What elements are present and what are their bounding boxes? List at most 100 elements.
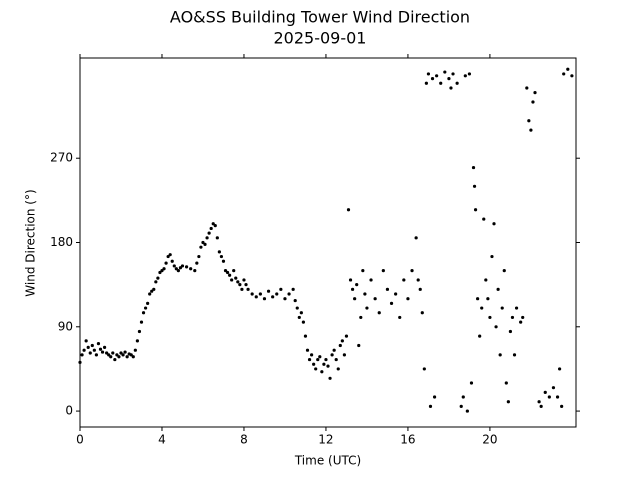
data-point <box>211 222 215 226</box>
data-point <box>162 267 166 271</box>
data-point <box>299 311 303 315</box>
data-point <box>406 297 410 301</box>
data-point <box>184 265 189 269</box>
data-point <box>359 315 363 320</box>
data-point <box>215 236 219 240</box>
data-point <box>334 357 338 362</box>
data-point <box>238 283 242 287</box>
data-point <box>510 315 515 320</box>
data-point <box>432 395 437 399</box>
data-point <box>472 184 477 188</box>
data-point <box>176 268 180 273</box>
data-point <box>330 353 334 357</box>
data-point <box>512 353 517 357</box>
data-point <box>320 370 324 374</box>
data-point <box>203 242 207 246</box>
data-point <box>365 306 369 310</box>
data-point <box>105 351 109 355</box>
data-point <box>209 226 213 231</box>
data-point <box>258 292 262 296</box>
data-point <box>133 348 137 352</box>
data-point <box>394 292 398 296</box>
data-point <box>525 86 529 90</box>
data-point <box>381 268 385 273</box>
data-point <box>262 297 267 301</box>
data-point <box>287 292 291 296</box>
data-point <box>353 297 357 301</box>
data-point <box>166 254 170 259</box>
data-point <box>508 329 513 334</box>
data-point <box>158 270 162 275</box>
data-point <box>519 320 523 324</box>
data-point <box>324 357 328 362</box>
data-point <box>82 348 86 352</box>
x-tick-label: 20 <box>482 433 497 447</box>
data-point <box>531 100 535 104</box>
data-point <box>139 320 144 324</box>
data-point <box>355 283 359 287</box>
data-point <box>100 350 105 354</box>
data-point <box>547 395 551 399</box>
data-point <box>88 351 92 355</box>
data-point <box>443 70 447 74</box>
data-point <box>416 278 420 282</box>
data-point <box>328 376 332 380</box>
data-point <box>86 345 90 349</box>
data-point <box>123 350 127 354</box>
data-point <box>422 367 426 371</box>
data-point <box>430 77 435 81</box>
data-point <box>307 357 312 362</box>
data-point <box>305 348 310 352</box>
data-point <box>369 278 373 282</box>
data-point <box>566 67 570 71</box>
y-tick-label: 90 <box>58 319 73 333</box>
data-point <box>148 292 152 296</box>
data-point <box>199 245 203 249</box>
data-point <box>283 297 287 301</box>
data-point <box>322 362 326 366</box>
data-point <box>312 362 316 366</box>
data-point <box>318 355 322 359</box>
data-point <box>301 320 306 324</box>
data-point <box>150 289 154 293</box>
data-point <box>533 91 537 95</box>
data-point <box>506 400 510 404</box>
data-point <box>295 306 299 310</box>
data-point <box>449 86 453 90</box>
data-point <box>558 367 562 371</box>
data-point <box>459 404 463 408</box>
data-point <box>428 404 433 408</box>
data-point <box>385 287 390 291</box>
data-point <box>201 240 205 245</box>
data-point <box>223 268 228 273</box>
data-point <box>502 268 506 273</box>
data-point <box>234 276 238 280</box>
data-point <box>121 353 125 357</box>
x-tick-label: 4 <box>158 433 166 447</box>
data-point <box>478 334 482 338</box>
data-point <box>543 390 547 394</box>
data-point <box>521 315 525 320</box>
data-point <box>467 72 472 76</box>
data-point <box>555 395 560 399</box>
data-point <box>455 81 459 85</box>
data-point <box>115 353 119 357</box>
data-point <box>107 353 111 357</box>
data-point <box>461 395 465 399</box>
data-point <box>217 250 221 254</box>
data-point <box>389 301 394 305</box>
data-point <box>205 236 209 240</box>
data-point <box>113 357 117 362</box>
data-point <box>228 273 232 277</box>
data-point <box>316 357 320 362</box>
data-point <box>410 268 414 273</box>
data-point <box>514 306 519 310</box>
data-point <box>338 343 342 348</box>
data-point <box>570 74 574 78</box>
data-point <box>492 222 496 226</box>
data-point <box>111 351 115 355</box>
data-point <box>463 74 467 78</box>
data-point <box>129 353 133 357</box>
data-point <box>293 298 297 303</box>
chart-subtitle: 2025-09-01 <box>274 29 367 48</box>
